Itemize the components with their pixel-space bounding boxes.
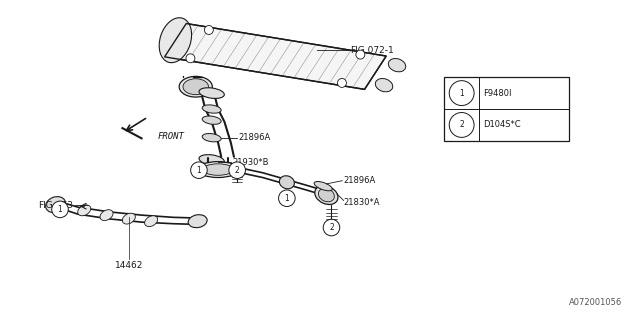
Ellipse shape [188, 215, 207, 228]
Circle shape [191, 162, 207, 179]
Ellipse shape [314, 181, 332, 191]
Ellipse shape [375, 78, 393, 92]
Ellipse shape [388, 59, 406, 72]
Text: F9480I: F9480I [483, 89, 511, 98]
Text: 1: 1 [196, 166, 202, 175]
Ellipse shape [183, 79, 209, 95]
Text: 21896A: 21896A [239, 133, 271, 142]
Polygon shape [164, 24, 386, 89]
Text: 2: 2 [235, 166, 239, 175]
Text: D104S*C: D104S*C [483, 120, 521, 130]
Text: FIG.072-1: FIG.072-1 [351, 45, 394, 55]
Circle shape [229, 162, 246, 179]
Ellipse shape [315, 186, 338, 204]
Circle shape [278, 190, 295, 206]
Ellipse shape [203, 164, 234, 175]
Text: 21896A: 21896A [344, 176, 376, 185]
Ellipse shape [318, 188, 334, 202]
Ellipse shape [145, 216, 157, 227]
Text: 14462: 14462 [115, 261, 143, 270]
Circle shape [337, 78, 346, 87]
Text: 2: 2 [329, 223, 334, 232]
Ellipse shape [279, 176, 294, 189]
Text: 2: 2 [460, 120, 464, 130]
Ellipse shape [199, 88, 224, 99]
Ellipse shape [100, 210, 113, 220]
Ellipse shape [199, 155, 224, 165]
Text: A072001056: A072001056 [570, 298, 623, 307]
Ellipse shape [202, 105, 221, 113]
Circle shape [449, 113, 474, 137]
Circle shape [449, 81, 474, 106]
Circle shape [52, 201, 68, 218]
Circle shape [323, 219, 340, 236]
Circle shape [186, 54, 195, 63]
Ellipse shape [159, 18, 191, 63]
Text: 1: 1 [285, 194, 289, 203]
Bar [444, 77, 568, 141]
Text: FRONT: FRONT [157, 132, 184, 140]
Ellipse shape [179, 76, 212, 97]
Ellipse shape [45, 196, 65, 212]
Text: FIG.073: FIG.073 [38, 201, 73, 210]
Ellipse shape [197, 162, 239, 178]
Ellipse shape [122, 213, 135, 224]
Ellipse shape [202, 133, 221, 142]
Text: 1: 1 [58, 205, 62, 214]
Text: 21930*B: 21930*B [232, 158, 269, 167]
Ellipse shape [77, 205, 91, 216]
Circle shape [204, 26, 213, 35]
Ellipse shape [202, 116, 221, 124]
Text: 1: 1 [460, 89, 464, 98]
Text: 21830*A: 21830*A [344, 197, 380, 206]
Circle shape [356, 50, 365, 59]
